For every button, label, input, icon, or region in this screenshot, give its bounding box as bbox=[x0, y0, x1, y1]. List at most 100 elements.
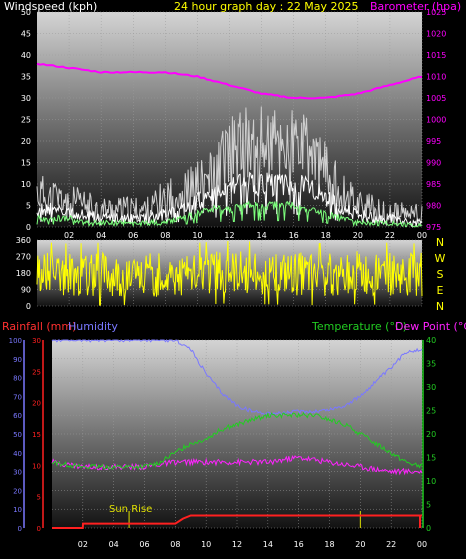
windspeed-tick-label: 5 bbox=[26, 202, 31, 211]
barometer-axis-label: Barometer (hpa) bbox=[370, 0, 461, 13]
humidity-tick-label: 50 bbox=[13, 431, 22, 439]
temperature-x-tick-label: 16 bbox=[294, 540, 304, 549]
wind-x-tick-label: 10 bbox=[192, 231, 202, 240]
barometer-tick-label: 985 bbox=[426, 180, 441, 189]
barometer-tick-label: 1010 bbox=[426, 73, 446, 82]
wind-x-tick-label: 16 bbox=[289, 231, 299, 240]
rainfall-tick-label: 0 bbox=[37, 525, 41, 533]
temperature-tick-label: 35 bbox=[426, 360, 436, 369]
humidity-line bbox=[51, 339, 423, 416]
temperature-x-tick-label: 00 bbox=[417, 540, 427, 549]
barometer-tick-label: 990 bbox=[426, 159, 441, 168]
humidity-tick-label: 90 bbox=[13, 356, 22, 364]
wind-x-tick-label: 04 bbox=[96, 231, 106, 240]
windspeed-axis-label: Windspeed (kph) bbox=[4, 0, 97, 13]
windspeed-tick-label: 45 bbox=[21, 30, 31, 39]
rainfall-tick-label: 25 bbox=[32, 368, 41, 376]
temperature-tick-label: 15 bbox=[426, 454, 436, 463]
windspeed-tick-label: 50 bbox=[21, 8, 31, 17]
wind-x-tick-label: 14 bbox=[256, 231, 266, 240]
wind-x-tick-label: 20 bbox=[353, 231, 363, 240]
temperature-x-tick-label: 20 bbox=[355, 540, 365, 549]
temperature-panel-ticks: 0102030405060708090100051015202530051015… bbox=[9, 336, 437, 549]
temperature-tick-label: 10 bbox=[426, 477, 436, 486]
barometer-line bbox=[36, 62, 423, 100]
wind-x-tick-label: 22 bbox=[385, 231, 395, 240]
rainfall-tick-label: 30 bbox=[32, 337, 41, 345]
rainfall-tick-label: 5 bbox=[37, 494, 41, 502]
temperature-tick-label: 25 bbox=[426, 407, 436, 416]
barometer-tick-label: 1015 bbox=[426, 51, 446, 60]
barometer-tick-label: 995 bbox=[426, 137, 441, 146]
temperature-panel-series bbox=[51, 339, 423, 529]
windspeed-tick-label: 40 bbox=[21, 51, 31, 60]
windspeed-tick-label: 25 bbox=[21, 116, 31, 125]
temperature-line bbox=[51, 411, 423, 471]
compass-label: S bbox=[437, 268, 444, 281]
windspeed-tick-label: 30 bbox=[21, 94, 31, 103]
wind-x-tick-label: 00 bbox=[417, 231, 427, 240]
windspeed-tick-label: 35 bbox=[21, 73, 31, 82]
temperature-tick-label: 5 bbox=[426, 501, 431, 510]
wind-direction-line bbox=[36, 240, 423, 306]
dewpoint-axis-label: Dew Point (°C) bbox=[395, 320, 466, 333]
direction-tick-label: 90 bbox=[21, 286, 31, 295]
temperature-x-tick-label: 08 bbox=[170, 540, 180, 549]
temperature-x-tick-label: 06 bbox=[139, 540, 149, 549]
temperature-x-tick-label: 22 bbox=[386, 540, 396, 549]
wind-panel-series bbox=[36, 62, 423, 228]
barometer-tick-label: 1025 bbox=[426, 8, 446, 17]
temperature-tick-label: 30 bbox=[426, 383, 436, 392]
humidity-tick-label: 100 bbox=[9, 337, 22, 345]
humidity-tick-label: 70 bbox=[13, 393, 22, 401]
wind-gust-line bbox=[36, 106, 423, 227]
graph-title: 24 hour graph day : 22 May 2025 bbox=[174, 0, 359, 13]
wind-x-tick-label: 02 bbox=[64, 231, 74, 240]
direction-tick-label: 180 bbox=[16, 269, 31, 278]
direction-tick-label: 360 bbox=[16, 236, 31, 245]
wind-x-tick-label: 12 bbox=[224, 231, 234, 240]
humidity-tick-label: 30 bbox=[13, 469, 22, 477]
wind-x-tick-label: 06 bbox=[128, 231, 138, 240]
windspeed-tick-label: 15 bbox=[21, 159, 31, 168]
barometer-tick-label: 980 bbox=[426, 202, 441, 211]
wind-speed-line bbox=[36, 171, 423, 228]
sunrise-annotation: Sun Rise bbox=[109, 504, 152, 515]
humidity-tick-label: 10 bbox=[13, 506, 22, 514]
wind-panel-ticks: 0510152025303540455097598098599099510001… bbox=[21, 8, 447, 240]
humidity-tick-label: 80 bbox=[13, 375, 22, 383]
rainfall-line bbox=[52, 514, 422, 529]
barometer-tick-label: 1000 bbox=[426, 116, 446, 125]
humidity-tick-label: 0 bbox=[18, 525, 22, 533]
temperature-panel-grid bbox=[52, 339, 423, 529]
compass-label: W bbox=[435, 252, 446, 265]
windspeed-tick-label: 20 bbox=[21, 137, 31, 146]
temperature-x-tick-label: 04 bbox=[109, 540, 119, 549]
wind-x-tick-label: 18 bbox=[321, 231, 331, 240]
rainfall-tick-label: 15 bbox=[32, 431, 41, 439]
temperature-tick-label: 0 bbox=[426, 524, 431, 533]
compass-label: E bbox=[437, 284, 444, 297]
direction-tick-label: 270 bbox=[16, 253, 31, 262]
wind-x-tick-label: 08 bbox=[160, 231, 170, 240]
barometer-tick-label: 1020 bbox=[426, 30, 446, 39]
temperature-x-tick-label: 02 bbox=[78, 540, 88, 549]
temperature-x-tick-label: 10 bbox=[201, 540, 211, 549]
windspeed-tick-label: 0 bbox=[26, 223, 31, 232]
humidity-tick-label: 40 bbox=[13, 450, 22, 458]
direction-tick-label: 0 bbox=[26, 302, 31, 311]
compass-label: N bbox=[436, 236, 444, 249]
temperature-x-tick-label: 18 bbox=[324, 540, 334, 549]
barometer-tick-label: 975 bbox=[426, 223, 441, 232]
humidity-tick-label: 60 bbox=[13, 412, 22, 420]
temperature-x-tick-label: 14 bbox=[263, 540, 273, 549]
barometer-tick-label: 1005 bbox=[426, 94, 446, 103]
rainfall-axis-label: Rainfall (mm) bbox=[2, 320, 76, 333]
humidity-tick-label: 20 bbox=[13, 487, 22, 495]
rainfall-tick-label: 10 bbox=[32, 462, 41, 470]
temperature-x-tick-label: 12 bbox=[232, 540, 242, 549]
rainfall-tick-label: 20 bbox=[32, 400, 41, 408]
windspeed-tick-label: 10 bbox=[21, 180, 31, 189]
